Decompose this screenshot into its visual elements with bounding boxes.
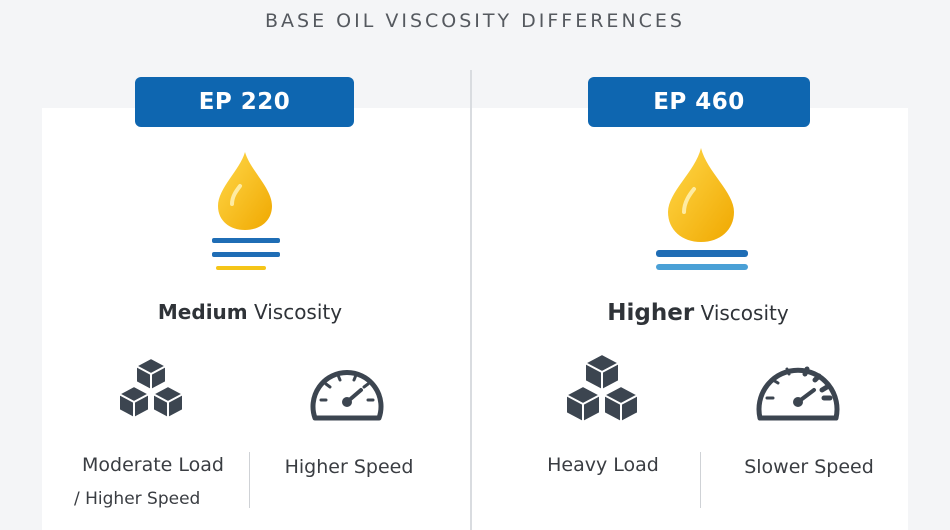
oil-drop-icon bbox=[668, 148, 734, 242]
panel-divider bbox=[470, 70, 472, 530]
higher-speed-sub-label: / Higher Speed bbox=[74, 489, 201, 509]
slower-speed-label: Slower Speed bbox=[744, 456, 874, 478]
ep220-viscosity-label: Medium Viscosity bbox=[157, 300, 343, 324]
speedometer-icon bbox=[310, 370, 384, 421]
higher-speed-label: Higher Speed bbox=[284, 456, 414, 478]
ep460-badge: EP 460 bbox=[588, 77, 810, 127]
heavy-load-label: Heavy Load bbox=[547, 454, 659, 476]
speedometer-icon bbox=[756, 366, 840, 421]
cubes-icon bbox=[118, 357, 184, 419]
label-separator bbox=[700, 452, 701, 508]
ep460-viscosity-label: Higher Viscosity bbox=[607, 300, 789, 326]
viscosity-lines-icon bbox=[212, 238, 280, 270]
oil-drop-icon bbox=[218, 152, 272, 230]
label-separator bbox=[249, 452, 250, 508]
moderate-load-label: Moderate Load bbox=[82, 454, 224, 476]
ep220-badge: EP 220 bbox=[135, 77, 354, 127]
page-title: BASE OIL VISCOSITY DIFFERENCES bbox=[265, 10, 685, 32]
viscosity-lines-icon bbox=[656, 250, 748, 270]
cubes-icon bbox=[565, 353, 639, 423]
